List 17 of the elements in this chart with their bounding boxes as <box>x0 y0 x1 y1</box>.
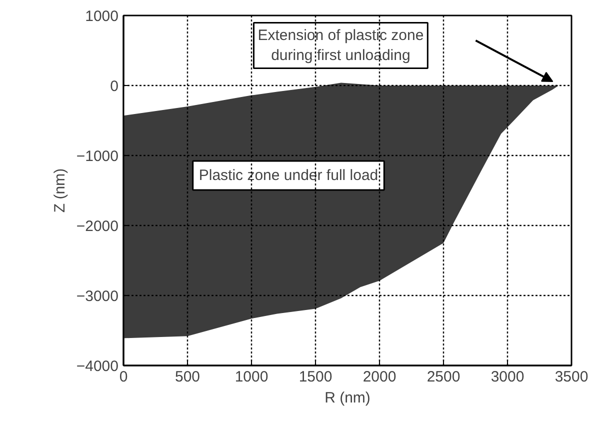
y-tick-label: 0 <box>110 78 118 95</box>
x-tick-label: 3000 <box>490 368 524 386</box>
y-axis-title: Z (nm) <box>51 168 68 213</box>
y-tick-label: −4000 <box>76 358 119 375</box>
x-tick-label: 1000 <box>234 368 268 386</box>
annotation: Extension of plastic zone during first unloading <box>258 26 424 64</box>
y-tick-label: −3000 <box>76 288 119 305</box>
annotation: Plastic zone under full load <box>198 167 378 184</box>
x-tick-label: 1500 <box>298 368 332 386</box>
x-axis-title: R (nm) <box>324 390 370 406</box>
x-tick-label: 2000 <box>362 368 396 386</box>
y-tick-label: −1000 <box>76 148 119 165</box>
y-tick-label: 1000 <box>85 8 119 25</box>
x-tick-label: 3500 <box>554 368 588 386</box>
y-tick-label: −2000 <box>76 218 119 235</box>
x-tick-label: 2500 <box>426 368 460 386</box>
x-tick-label: 500 <box>174 368 200 386</box>
